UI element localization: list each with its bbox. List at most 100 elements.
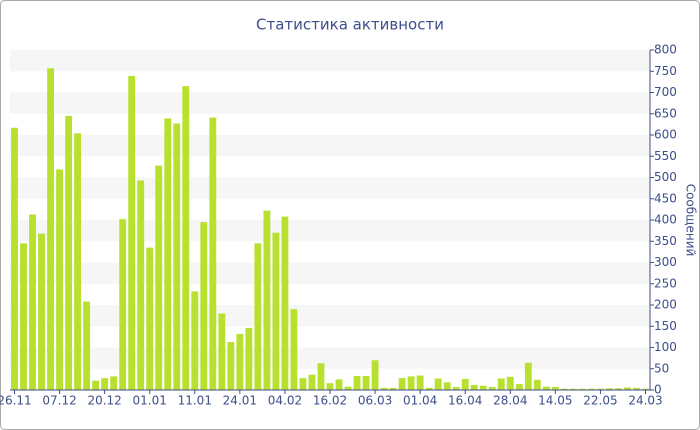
grid-band [10,305,650,327]
bar [461,378,469,390]
bar [425,387,433,390]
bar [245,327,253,390]
bar [497,378,505,390]
x-tick-label: 06.03 [358,394,392,408]
y-tick-label: 700 [654,85,677,99]
y-tick-label: 100 [654,340,677,354]
bar [92,380,100,390]
x-tick-label: 26.11 [0,394,32,408]
bar [227,341,235,390]
bar [371,360,379,390]
bar [218,313,226,390]
bar [344,386,352,390]
bar [326,383,334,390]
x-tick-label: 20.12 [87,394,121,408]
bar [596,388,604,390]
bar [254,243,262,390]
bar [642,388,649,390]
bar [452,387,460,390]
y-tick-label: 300 [654,255,677,269]
bar [533,379,541,390]
bar [272,232,280,390]
y-tick-label: 400 [654,213,677,227]
bar [470,384,478,390]
bar [110,376,118,390]
y-axis-title: Сообщений [684,184,698,257]
bar [542,386,550,390]
bar [47,68,54,391]
y-tick-label: 150 [654,319,677,333]
bar [515,384,523,390]
chart-title: Статистика активности [256,16,444,34]
bar [128,75,136,391]
bar [398,378,406,390]
bar [380,387,388,390]
bar [416,375,424,390]
bar [101,378,109,390]
bar [65,115,73,390]
y-tick-label: 600 [654,128,677,142]
bar [308,374,316,390]
grid-band [10,347,650,369]
x-tick-label: 16.02 [313,394,347,408]
bar [443,382,451,390]
bar [146,247,154,390]
bar [615,388,622,390]
bar [182,86,190,390]
bar [83,301,91,390]
grid-band [10,50,650,72]
bar [633,387,640,390]
x-tick-label: 16.04 [448,394,482,408]
bar [236,333,244,390]
bar [11,127,18,391]
bar [551,387,559,390]
bar [20,243,27,390]
bar [407,376,415,390]
x-tick-label: 14.05 [538,394,572,408]
bar [38,233,45,390]
y-tick-label: 50 [654,361,669,375]
x-tick-label: 01.01 [133,394,167,408]
bar [353,375,361,390]
grid-band [10,220,650,242]
bar [587,388,595,390]
x-tick-label: 11.01 [178,394,212,408]
bar [200,222,208,390]
bar [606,388,613,390]
bar [29,214,36,390]
y-tick-label: 550 [654,149,677,163]
bar [506,376,514,390]
x-tick-label: 01.04 [403,394,437,408]
x-tick-label: 28.04 [493,394,527,408]
y-tick-label: 250 [654,276,677,290]
grid-band [10,135,650,157]
bar [488,387,496,390]
bar [56,169,64,390]
bar [173,123,181,391]
bar [578,388,586,390]
bar [281,216,289,390]
y-tick-label: 350 [654,234,677,248]
bar [317,363,325,390]
bar [335,379,343,390]
y-tick-label: 450 [654,191,677,205]
x-tick-label: 07.12 [42,394,76,408]
y-tick-label: 800 [654,43,677,57]
y-tick-label: 650 [654,106,677,120]
bar [569,388,577,390]
bar [209,117,217,390]
x-tick-label: 24.01 [223,394,257,408]
bar [524,362,532,390]
grid-band [10,92,650,114]
bar [560,388,568,390]
bar [479,385,487,390]
bar [263,210,271,390]
bar [290,309,298,390]
bar [155,165,163,390]
bar [299,378,307,390]
y-tick-label: 0 [654,383,662,397]
bar [389,387,397,390]
bar [74,133,82,391]
bar [119,219,127,390]
